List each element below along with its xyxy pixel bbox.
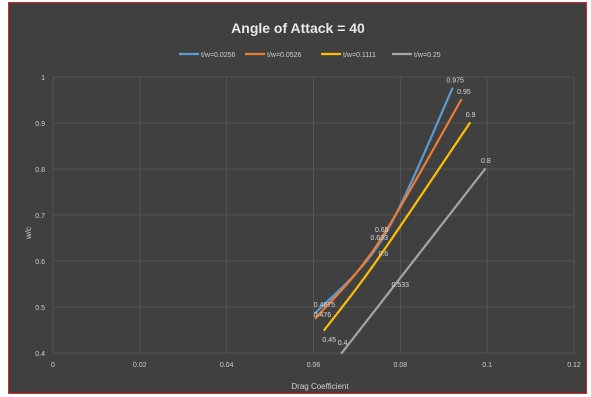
- data-label: 0.633: [370, 235, 388, 242]
- data-label: 0.6: [378, 251, 388, 258]
- legend-label: t/w=0.25: [414, 52, 441, 59]
- y-axis-title: w/c: [24, 227, 33, 240]
- chart-title: Angle of Attack = 40: [231, 20, 365, 36]
- x-tick-label: 0.12: [567, 362, 581, 369]
- series-line-0: [314, 87, 454, 314]
- data-label: 0.45: [322, 337, 336, 344]
- grid-lines: [52, 76, 575, 354]
- y-tick-label: 1: [41, 75, 45, 82]
- x-tick-label: 0: [51, 362, 55, 369]
- data-label: 0.533: [391, 282, 409, 289]
- series-lines: [314, 87, 487, 355]
- x-axis-ticks: 0 0.02 0.04 0.06 0.08 0.1 0.12: [51, 362, 581, 369]
- legend-label: t/w=0.1111: [343, 52, 376, 59]
- x-tick-label: 0.1: [482, 362, 492, 369]
- x-axis-title: Drag Coefficient: [291, 382, 349, 391]
- data-labels: 0.4875 0.975 0.476 0.633 0.95 0.45 0.6 0.9 0.4 0.…: [314, 78, 491, 348]
- x-tick-label: 0.06: [307, 362, 321, 369]
- line-chart: Angle of Attack = 40 t/w=0.0256 t/w=0.052…: [24, 20, 581, 391]
- series-line-3: [340, 167, 487, 355]
- y-tick-label: 0.9: [35, 121, 45, 128]
- x-tick-label: 0.04: [220, 362, 234, 369]
- series-line-2: [323, 121, 471, 332]
- data-label: 0.95: [457, 89, 471, 96]
- chart-frame: Angle of Attack = 40 t/w=0.0256 t/w=0.052…: [8, 2, 587, 394]
- data-label: 0.975: [446, 78, 464, 85]
- x-tick-label: 0.08: [394, 362, 408, 369]
- data-label: 0.65: [375, 227, 389, 234]
- data-label: 0.9: [466, 112, 476, 119]
- data-label: 0.476: [314, 312, 332, 319]
- y-tick-label: 0.4: [35, 351, 45, 358]
- y-tick-label: 0.8: [35, 167, 45, 174]
- y-tick-label: 0.7: [35, 213, 45, 220]
- legend-label: t/w=0.0526: [267, 52, 302, 59]
- series-line-1: [314, 98, 463, 320]
- y-tick-label: 0.6: [35, 259, 45, 266]
- data-label: 0.4: [338, 340, 348, 347]
- legend-label: t/w=0.0256: [201, 52, 236, 59]
- x-tick-label: 0.02: [133, 362, 147, 369]
- y-axis-ticks: 0.4 0.5 0.6 0.7 0.8 0.9 1: [35, 75, 45, 358]
- chart-legend: t/w=0.0256 t/w=0.0526 t/w=0.1111 t/w=0.25: [179, 52, 441, 59]
- data-label: 0.8: [481, 158, 491, 165]
- y-tick-label: 0.5: [35, 305, 45, 312]
- data-label: 0.4875: [314, 302, 336, 309]
